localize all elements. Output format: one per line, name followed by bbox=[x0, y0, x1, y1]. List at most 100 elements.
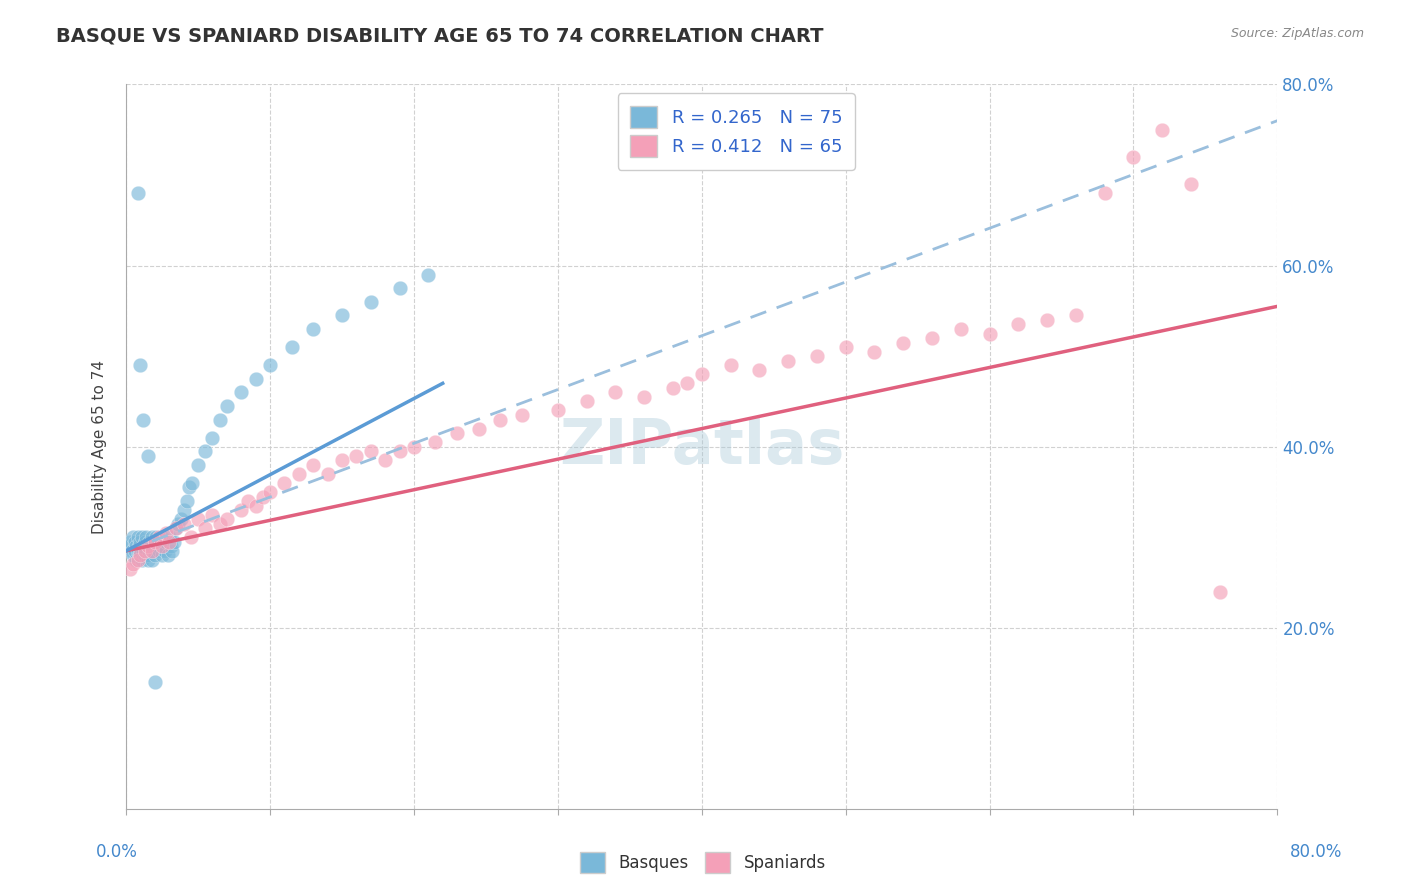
Point bbox=[129, 534, 152, 549]
Point bbox=[605, 385, 627, 400]
Point bbox=[139, 539, 162, 553]
Point bbox=[302, 322, 325, 336]
Point bbox=[153, 544, 176, 558]
Point bbox=[374, 453, 396, 467]
Text: ZIPatlas: ZIPatlas bbox=[560, 417, 845, 476]
Point bbox=[124, 534, 146, 549]
Point bbox=[288, 467, 311, 481]
Point bbox=[155, 525, 177, 540]
Point bbox=[194, 444, 217, 458]
Point bbox=[132, 539, 155, 553]
Point bbox=[143, 534, 166, 549]
Point bbox=[489, 412, 512, 426]
Point bbox=[136, 539, 159, 553]
Point bbox=[187, 458, 209, 472]
Point bbox=[127, 530, 149, 544]
Point bbox=[302, 458, 325, 472]
Point bbox=[124, 544, 146, 558]
Point bbox=[146, 539, 169, 553]
Point bbox=[575, 394, 598, 409]
Point bbox=[344, 449, 367, 463]
Point bbox=[173, 516, 195, 531]
Point bbox=[676, 376, 699, 391]
Point bbox=[273, 475, 295, 490]
Point bbox=[388, 281, 411, 295]
Point bbox=[180, 530, 202, 544]
Point bbox=[136, 449, 159, 463]
Point bbox=[122, 549, 145, 563]
Text: Source: ZipAtlas.com: Source: ZipAtlas.com bbox=[1230, 27, 1364, 40]
Point bbox=[157, 534, 180, 549]
Point bbox=[125, 553, 148, 567]
Point bbox=[863, 344, 886, 359]
Point bbox=[141, 544, 163, 558]
Point bbox=[132, 544, 155, 558]
Point bbox=[135, 530, 157, 544]
Point bbox=[547, 403, 569, 417]
Point bbox=[1036, 313, 1059, 327]
Point bbox=[129, 358, 152, 372]
Point bbox=[979, 326, 1001, 341]
Point bbox=[155, 534, 177, 549]
Point bbox=[122, 530, 145, 544]
Point bbox=[156, 549, 179, 563]
Point bbox=[252, 490, 274, 504]
Point bbox=[127, 553, 149, 567]
Point bbox=[231, 385, 253, 400]
Point bbox=[1122, 150, 1144, 164]
Point bbox=[259, 358, 281, 372]
Point bbox=[467, 422, 489, 436]
Point bbox=[159, 539, 181, 553]
Point bbox=[201, 508, 224, 522]
Point bbox=[125, 539, 148, 553]
Point bbox=[143, 534, 166, 549]
Point bbox=[181, 475, 204, 490]
Point bbox=[131, 530, 153, 544]
Point bbox=[149, 534, 172, 549]
Point bbox=[160, 544, 183, 558]
Point bbox=[720, 358, 742, 372]
Point bbox=[136, 539, 159, 553]
Point bbox=[128, 539, 150, 553]
Point bbox=[360, 444, 382, 458]
Text: BASQUE VS SPANIARD DISABILITY AGE 65 TO 74 CORRELATION CHART: BASQUE VS SPANIARD DISABILITY AGE 65 TO … bbox=[56, 27, 824, 45]
Text: 80.0%: 80.0% bbox=[1291, 843, 1343, 861]
Point bbox=[215, 399, 238, 413]
Point bbox=[231, 503, 253, 517]
Point bbox=[141, 553, 163, 567]
Point bbox=[150, 549, 173, 563]
Point bbox=[162, 534, 184, 549]
Point bbox=[152, 539, 174, 553]
Point bbox=[131, 553, 153, 567]
Point bbox=[121, 544, 143, 558]
Point bbox=[402, 440, 425, 454]
Point bbox=[145, 530, 167, 544]
Point bbox=[136, 553, 159, 567]
Point bbox=[150, 530, 173, 544]
Point bbox=[418, 268, 440, 282]
Point bbox=[134, 544, 156, 558]
Point bbox=[280, 340, 302, 354]
Y-axis label: Disability Age 65 to 74: Disability Age 65 to 74 bbox=[93, 359, 107, 533]
Point bbox=[150, 539, 173, 553]
Point bbox=[118, 539, 141, 553]
Point bbox=[806, 349, 828, 363]
Point bbox=[1209, 584, 1232, 599]
Point bbox=[120, 562, 142, 576]
Point bbox=[139, 544, 162, 558]
Point bbox=[173, 503, 195, 517]
Point bbox=[245, 372, 267, 386]
Point bbox=[142, 539, 165, 553]
Point bbox=[176, 494, 198, 508]
Point bbox=[157, 530, 180, 544]
Point bbox=[330, 309, 353, 323]
Point bbox=[1064, 309, 1087, 323]
Point bbox=[132, 412, 155, 426]
Point bbox=[129, 544, 152, 558]
Point bbox=[142, 544, 165, 558]
Point bbox=[208, 412, 231, 426]
Point bbox=[834, 340, 856, 354]
Point bbox=[330, 453, 353, 467]
Point bbox=[1007, 318, 1029, 332]
Point bbox=[148, 544, 170, 558]
